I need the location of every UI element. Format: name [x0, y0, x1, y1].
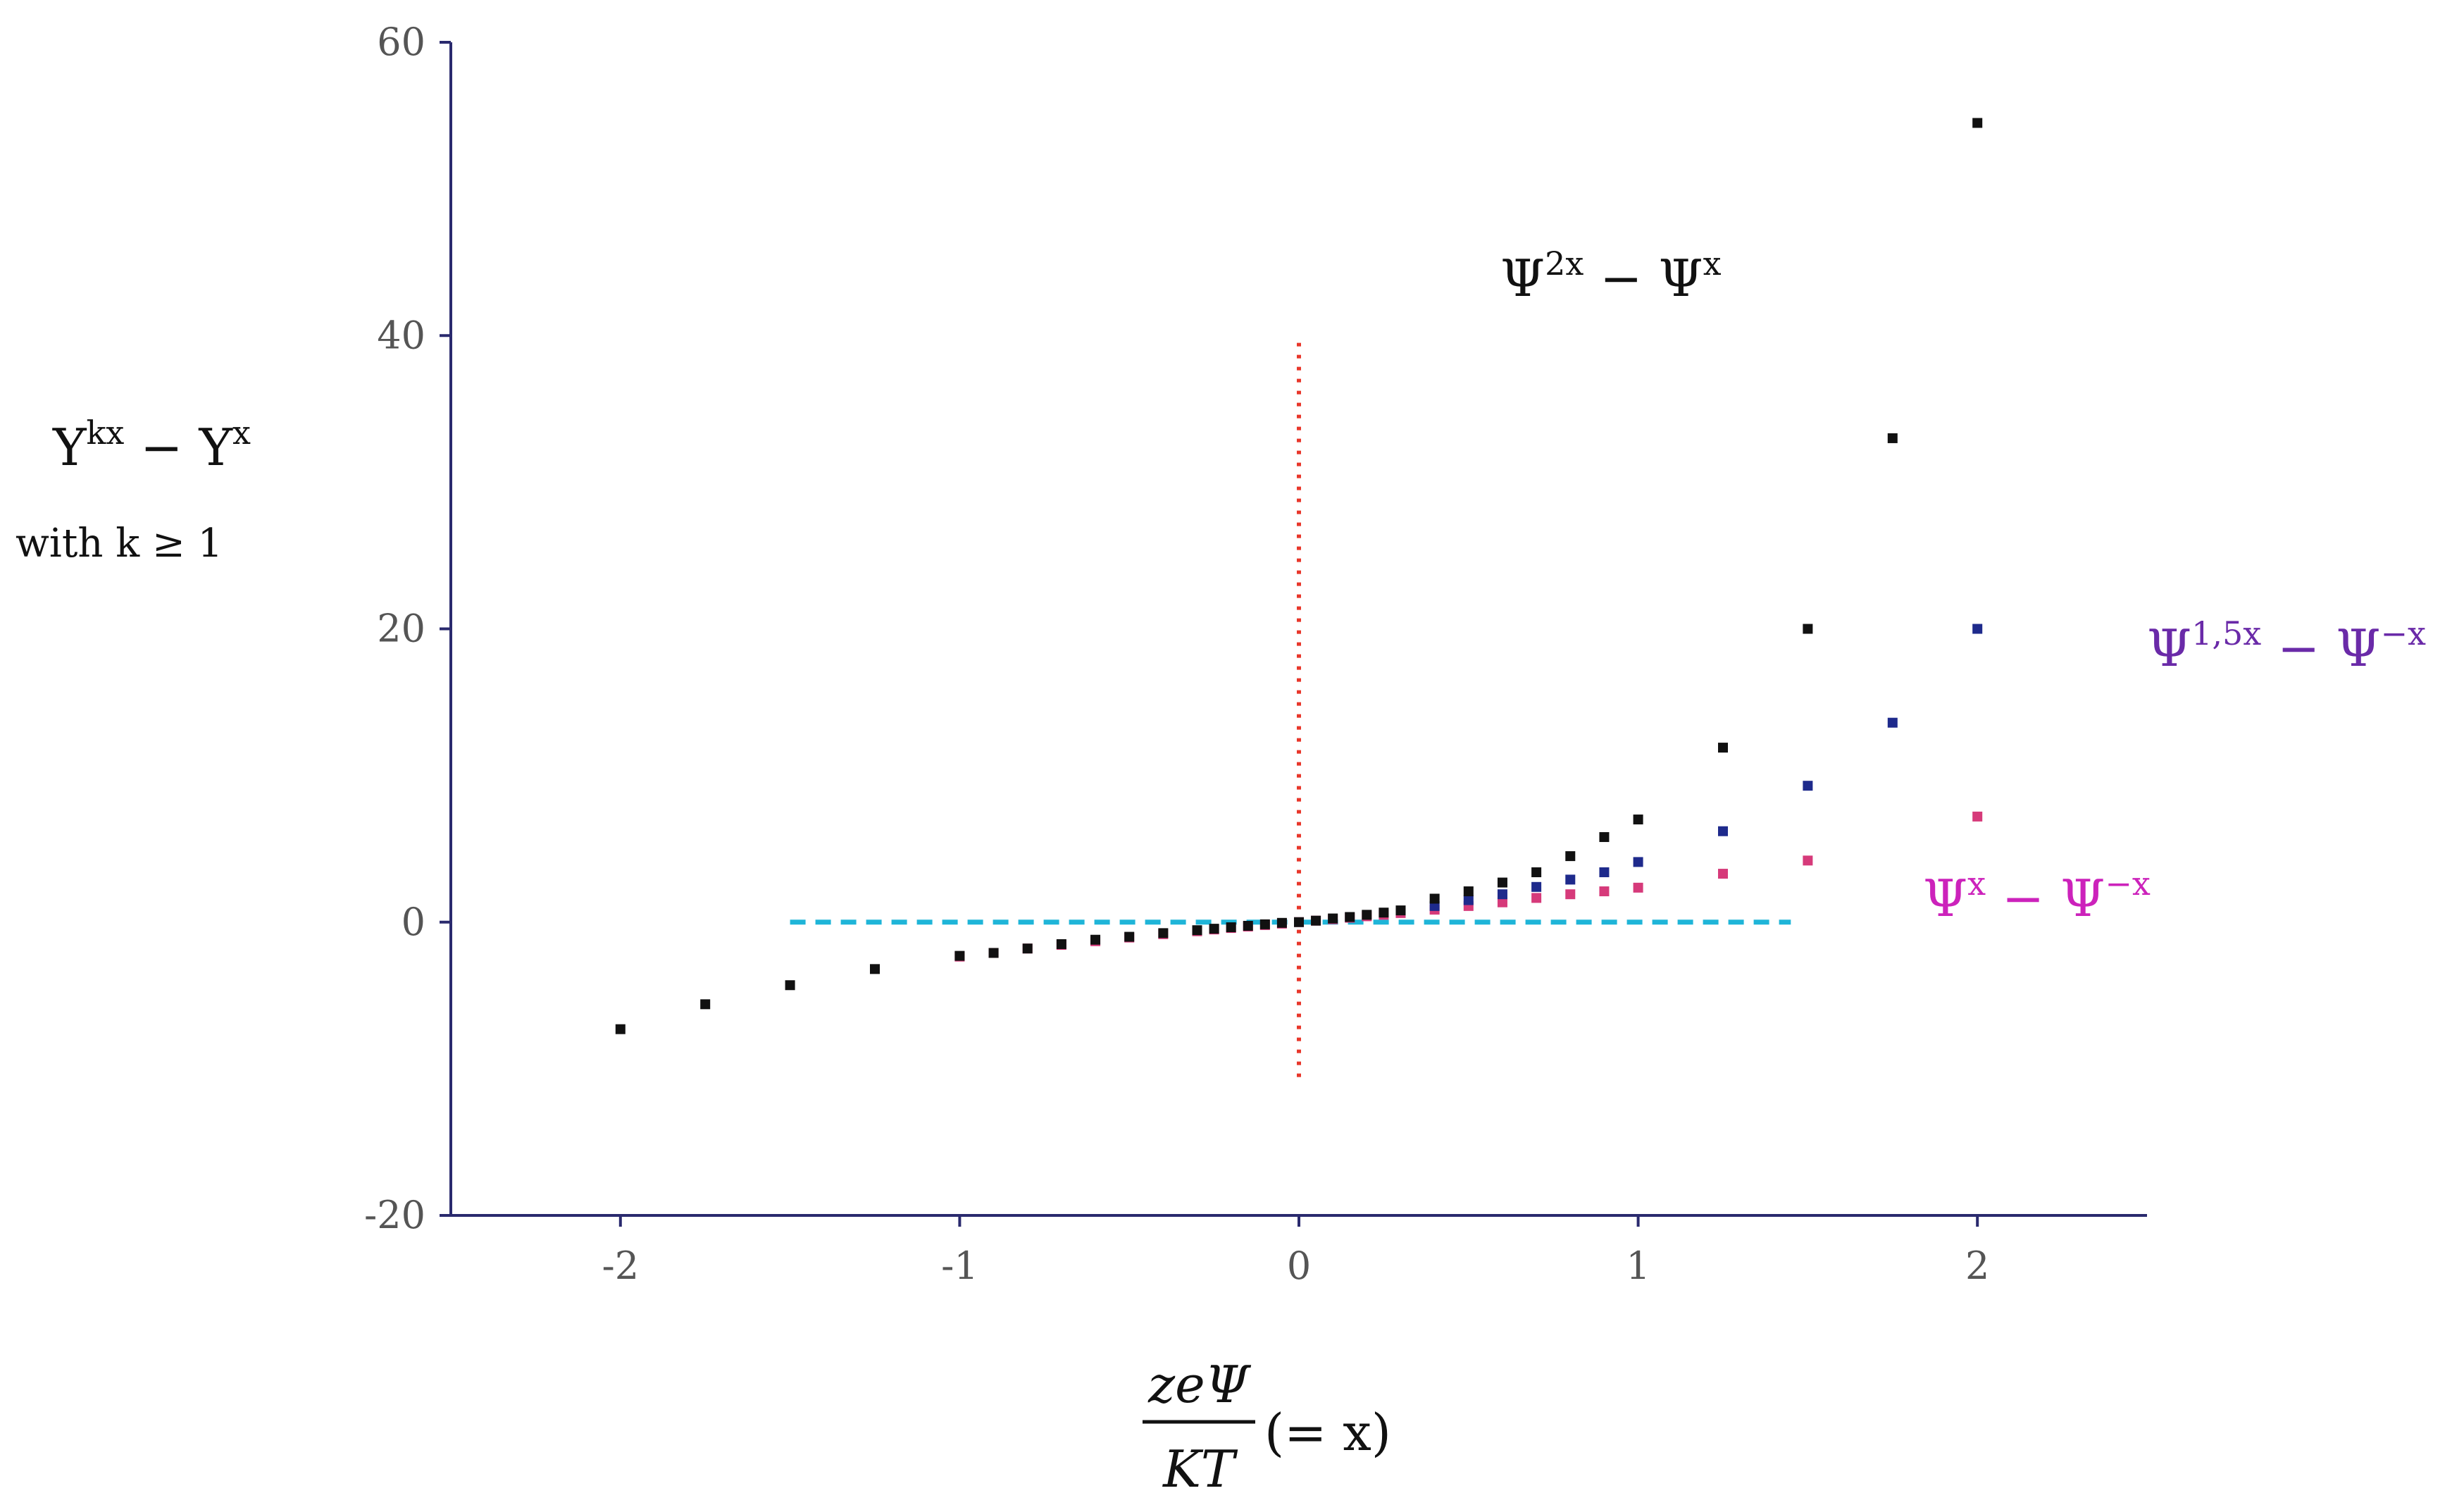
data-point: [1599, 867, 1610, 877]
data-point: [1599, 886, 1610, 897]
svg-text:Ykx − Yx: Ykx − Yx: [52, 414, 251, 477]
data-point: [1633, 882, 1643, 893]
x-tick-label: 0: [1287, 1244, 1311, 1288]
label-psi15x: Ψ1,5x − Ψ−x: [2147, 614, 2426, 678]
data-point: [1497, 889, 1507, 900]
data-point: [1328, 913, 1338, 924]
data-point: [1345, 912, 1355, 922]
x-tick-label: -2: [602, 1244, 639, 1288]
xlabel-denominator: KT: [1162, 1439, 1238, 1499]
data-point: [988, 948, 999, 958]
data-point: [1226, 922, 1236, 933]
data-point: [1022, 943, 1033, 954]
ylabel-line2: with k ≥ 1: [15, 521, 223, 566]
data-point: [1311, 915, 1321, 926]
data-point: [1294, 917, 1304, 927]
data-point: [1531, 881, 1542, 892]
label-psix-base: Ψ: [1923, 869, 1967, 928]
data-point: [1718, 869, 1728, 879]
label-psi2x: Ψ2x − Ψx: [1500, 244, 1722, 308]
label-psix: Ψx − Ψ−x: [1923, 865, 2151, 928]
label-psi15x-mid: − Ψ: [2261, 619, 2380, 678]
data-point: [1497, 877, 1507, 888]
label-psix-sup2: −x: [2105, 865, 2151, 903]
data-point: [1887, 433, 1898, 443]
label-psix-sup1: x: [1967, 865, 1986, 903]
data-point: [615, 1024, 626, 1034]
data-point: [1972, 811, 1983, 822]
label-psix-mid: − Ψ: [1986, 869, 2105, 928]
data-point: [870, 964, 880, 974]
data-point: [1972, 118, 1983, 128]
x-tick-label: 1: [1626, 1244, 1650, 1288]
data-point: [1090, 934, 1101, 945]
data-point: [1429, 893, 1440, 904]
xlabel-suffix: (= x): [1264, 1403, 1391, 1462]
data-point: [1718, 826, 1728, 836]
y-tick-label: -20: [364, 1193, 425, 1237]
data-point: [1463, 895, 1474, 905]
data-point: [1395, 905, 1406, 916]
data-point: [1463, 886, 1474, 897]
label-psi15x-sup2: −x: [2381, 614, 2427, 652]
label-psi15x-sup1: 1,5x: [2191, 614, 2261, 652]
y-ticks: -20 0 20 40 60: [364, 20, 451, 1237]
data-point: [1276, 917, 1287, 928]
data-points: [615, 118, 1983, 1034]
data-point: [1565, 874, 1576, 885]
data-point: [1887, 717, 1898, 728]
y-tick-label: 60: [377, 20, 425, 64]
data-point: [1056, 939, 1066, 949]
ylabel-sup1: kx: [87, 414, 125, 452]
data-point: [1599, 832, 1610, 843]
series-1: [1429, 624, 1983, 911]
label-psi15x-base: Ψ: [2147, 619, 2191, 678]
data-point: [1259, 919, 1270, 929]
xlabel-numerator: zeΨ: [1147, 1355, 1252, 1414]
y-tick-label: 20: [377, 607, 425, 651]
x-axis-label: zeΨ KT (= x): [1143, 1355, 1391, 1499]
data-point: [1531, 867, 1542, 877]
label-psi2x-sup1: 2x: [1545, 244, 1583, 283]
ylabel-base: Y: [52, 418, 87, 477]
label-psi2x-sup2: x: [1703, 244, 1722, 283]
data-point: [1565, 851, 1576, 862]
y-tick-label: 0: [402, 900, 425, 944]
data-point: [1209, 924, 1219, 934]
data-point: [1124, 931, 1135, 942]
data-point: [1633, 857, 1643, 867]
series-2: [615, 118, 1983, 1034]
label-psi2x-base: Ψ: [1500, 249, 1545, 308]
x-tick-label: 2: [1965, 1244, 1989, 1288]
y-tick-label: 40: [377, 313, 425, 357]
data-point: [1158, 928, 1169, 939]
data-point: [1565, 889, 1576, 900]
data-point: [1192, 925, 1202, 936]
ylabel-mid: − Y: [124, 418, 233, 477]
data-point: [1362, 910, 1372, 920]
data-point: [1803, 624, 1813, 634]
data-point: [1497, 897, 1507, 908]
data-point: [954, 950, 965, 961]
y-axis-label: Ykx − Yx with k ≥ 1: [15, 414, 251, 566]
data-point: [1243, 920, 1253, 931]
data-point: [1803, 781, 1813, 791]
x-ticks: -2 -1 0 1 2: [602, 1215, 1989, 1288]
ylabel-sup2: x: [232, 414, 251, 452]
reference-lines: [790, 342, 1791, 1084]
data-point: [1633, 815, 1643, 825]
series-annotations: Ψ2x − Ψx Ψ1,5x − Ψ−x Ψx − Ψ−x: [1500, 244, 2426, 928]
data-point: [1379, 908, 1389, 918]
data-point: [1972, 624, 1983, 634]
data-point: [1803, 855, 1813, 866]
data-point: [1718, 743, 1728, 753]
label-psi2x-mid: − Ψ: [1583, 249, 1703, 308]
x-tick-label: -1: [941, 1244, 978, 1288]
data-point: [1531, 893, 1542, 903]
data-point: [700, 999, 711, 1010]
data-point: [785, 980, 795, 991]
